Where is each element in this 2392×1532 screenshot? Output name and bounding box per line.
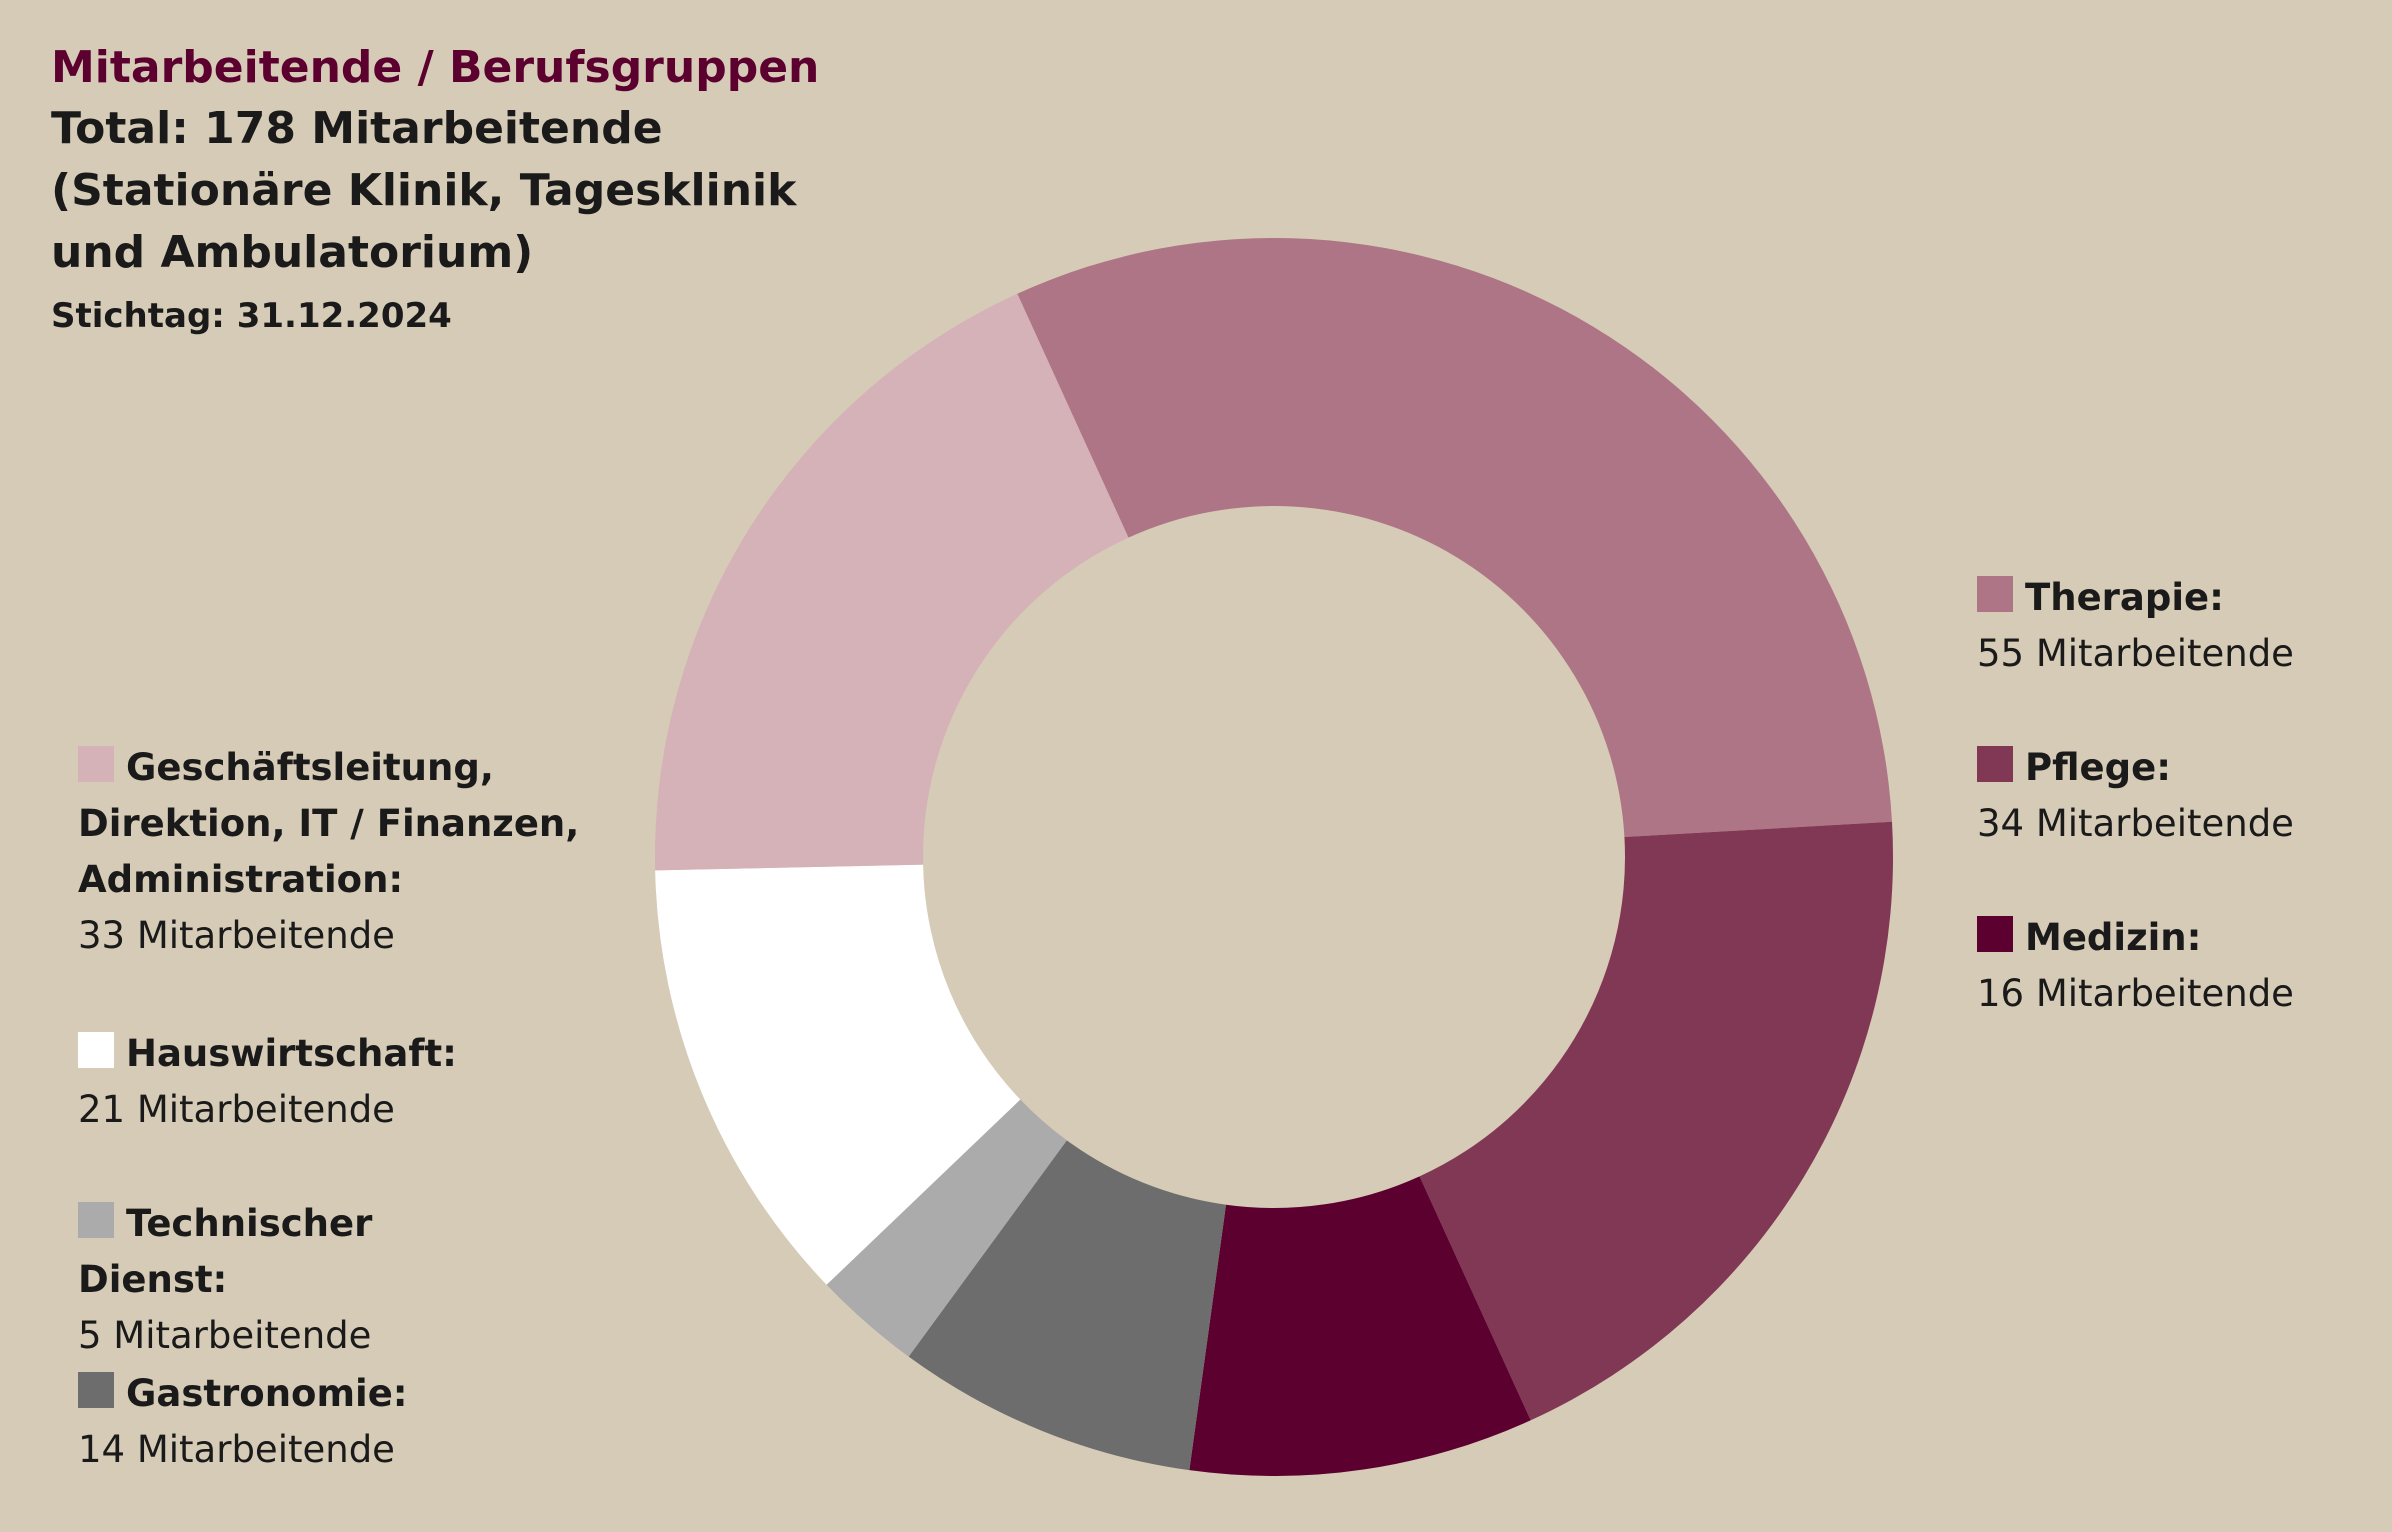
donut-slice: [1017, 237, 1892, 838]
legend-value: 33 Mitarbeitende: [78, 914, 395, 957]
legend-value: 5 Mitarbeitende: [78, 1314, 372, 1357]
donut-slice: [1189, 1176, 1531, 1476]
legend-swatch: [78, 1372, 114, 1408]
legend-swatch: [1977, 916, 2013, 952]
legend-label: Gastronomie:: [78, 1366, 478, 1422]
chart-note: Stichtag: 31.12.2024: [51, 296, 452, 336]
legend-item: Hauswirtschaft: 21 Mitarbeitende: [78, 1026, 478, 1138]
legend-label: Medizin:: [1977, 910, 2377, 966]
legend-swatch: [78, 1202, 114, 1238]
legend-swatch: [1977, 576, 2013, 612]
donut-slice: [826, 1099, 1067, 1357]
legend-value: 34 Mitarbeitende: [1977, 802, 2294, 845]
donut-slice: [1419, 821, 1893, 1421]
donut-slice: [655, 293, 1129, 871]
legend-item: Pflege: 34 Mitarbeitende: [1977, 740, 2377, 852]
legend-item: Therapie: 55 Mitarbeitende: [1977, 570, 2377, 682]
legend-item: Medizin: 16 Mitarbeitende: [1977, 910, 2377, 1022]
legend-swatch: [78, 746, 114, 782]
legend-name: Therapie:: [2025, 576, 2224, 619]
legend-swatch: [1977, 746, 2013, 782]
legend-name: Geschäftsleitung, Direktion, IT / Finanz…: [78, 746, 580, 901]
donut-slice: [655, 864, 1021, 1285]
chart-title: Mitarbeitende / Berufsgruppen: [51, 42, 820, 93]
legend-name: Technischer Dienst:: [78, 1202, 373, 1301]
legend-item: Geschäftsleitung, Direktion, IT / Finanz…: [78, 740, 598, 964]
legend-label: Geschäftsleitung, Direktion, IT / Finanz…: [78, 740, 598, 908]
legend-value: 55 Mitarbeitende: [1977, 632, 2294, 675]
legend-name: Pflege:: [2025, 746, 2172, 789]
legend-swatch: [78, 1032, 114, 1068]
legend-item: Technischer Dienst: 5 Mitarbeitende: [78, 1196, 478, 1364]
legend-name: Medizin:: [2025, 916, 2202, 959]
legend-name: Gastronomie:: [126, 1372, 408, 1415]
legend-value: 16 Mitarbeitende: [1977, 972, 2294, 1015]
legend-label: Therapie:: [1977, 570, 2377, 626]
legend-item: Gastronomie: 14 Mitarbeitende: [78, 1366, 478, 1478]
legend-label: Hauswirtschaft:: [78, 1026, 478, 1082]
legend-value: 14 Mitarbeitende: [78, 1428, 395, 1471]
legend-value: 21 Mitarbeitende: [78, 1088, 395, 1131]
header: Mitarbeitende / Berufsgruppen Total: 178…: [51, 38, 891, 344]
donut-slice: [908, 1140, 1227, 1471]
legend-label: Pflege:: [1977, 740, 2377, 796]
chart-subtitle: Total: 178 Mitarbeitende (Stationäre Kli…: [51, 103, 797, 278]
legend-name: Hauswirtschaft:: [126, 1032, 457, 1075]
legend-label: Technischer Dienst:: [78, 1196, 478, 1308]
